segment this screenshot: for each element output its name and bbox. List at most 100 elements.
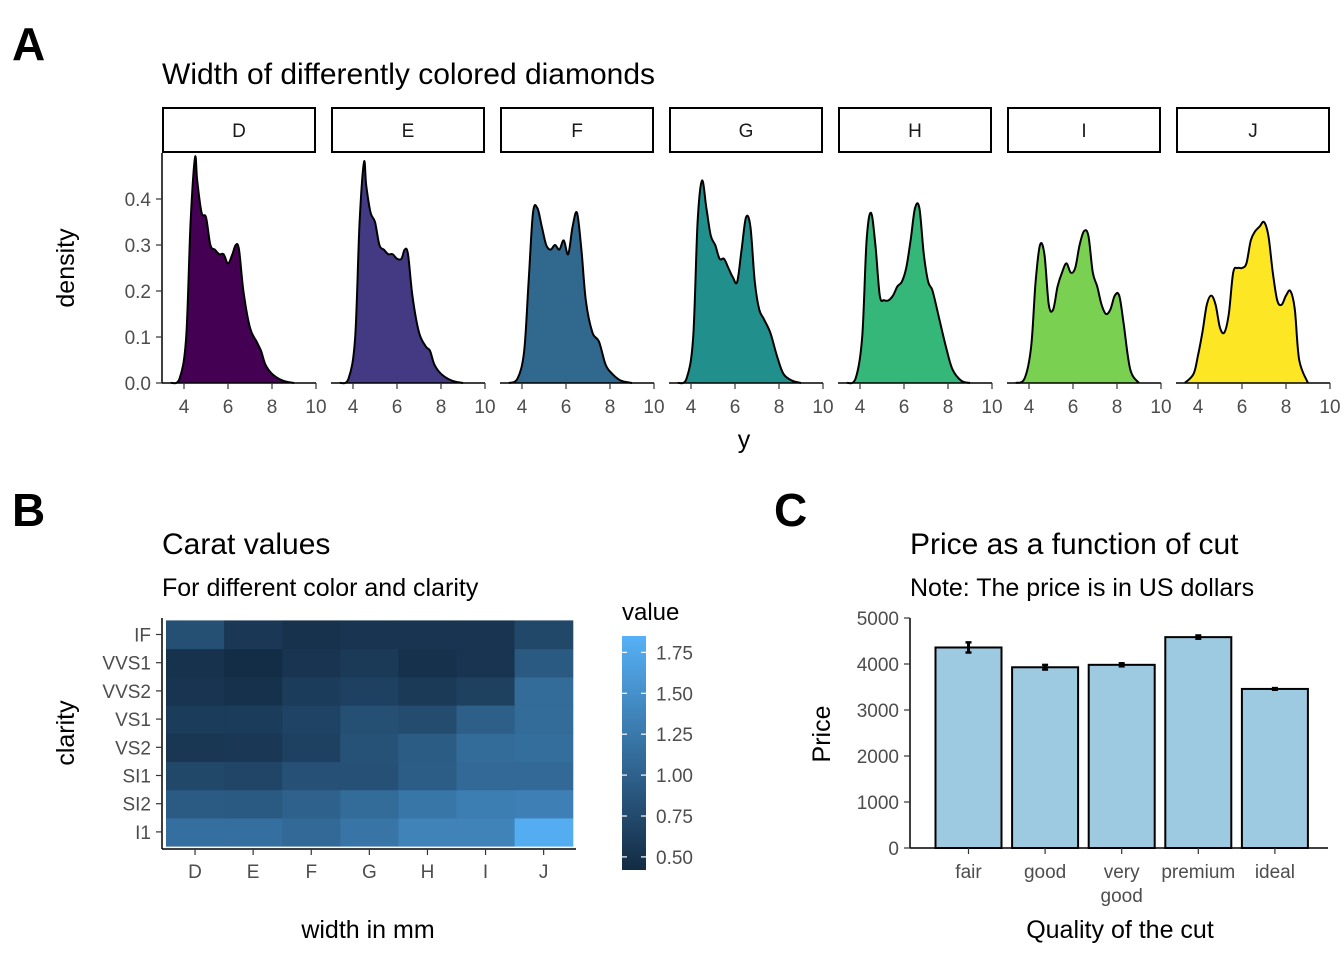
heatmap-cell [456, 817, 516, 847]
y-tick-label: 0.3 [125, 236, 151, 257]
x-tick-label: 10 [305, 397, 326, 418]
heatmap-cell [456, 761, 516, 791]
facet-strip [331, 107, 485, 153]
x-tick-label: premium [1161, 862, 1235, 883]
heatmap-cell [166, 761, 225, 791]
y-tick-label: 5000 [857, 609, 899, 630]
bars [934, 634, 1309, 850]
heatmap-cell [514, 761, 574, 791]
x-tick-label: 6 [223, 397, 234, 418]
chart-b-subtitle: For different color and clarity [162, 574, 479, 602]
y-tick-label: 0.4 [125, 190, 152, 211]
heatmap-cell [456, 733, 516, 762]
density-area [1015, 230, 1139, 383]
x-tick-label: 6 [392, 397, 403, 418]
heatmap-cell [282, 761, 341, 791]
heatmap-cell [514, 676, 574, 706]
chart-c-title: Price as a function of cut [910, 528, 1239, 561]
facet-strip [1176, 107, 1330, 153]
legend-tick-label: 0.75 [656, 807, 693, 828]
x-tick-label: 6 [1237, 397, 1248, 418]
y-tick-label: 1000 [857, 793, 899, 814]
x-tick-label: 4 [517, 397, 528, 418]
bar [934, 646, 1003, 850]
x-tick-label: very [1104, 862, 1140, 883]
heatmap-cell [398, 705, 458, 734]
y-tick-label: 0.1 [125, 328, 151, 349]
y-tick-label: 4000 [857, 655, 899, 676]
x-tick-label: G [362, 862, 377, 883]
x-tick-label: 10 [1319, 397, 1340, 418]
x-tick-label: 8 [774, 397, 785, 418]
facet-f: F 4 6 8 10 [500, 107, 665, 418]
heatmap-cell [514, 705, 574, 734]
heatmap-cell [514, 733, 574, 762]
y-tick-label: VVS2 [102, 682, 151, 703]
facet-i: I 4 6 8 10 [1007, 107, 1172, 418]
x-tick-label: 10 [1150, 397, 1171, 418]
x-tick-label: H [421, 862, 435, 883]
chart-a-ylabel: density [52, 228, 80, 308]
chart-a-facets: D 4 6 8 10 E 4 6 8 10 F 4 6 8 10 G 4 6 8 10 H 4 6 8 10 I 4 6 8 10 J 4 6 8… [162, 107, 1341, 418]
facet-label: D [232, 121, 246, 142]
density-area [508, 205, 632, 383]
heatmap-cell [398, 733, 458, 762]
heatmap-cell [166, 620, 225, 650]
density-line [846, 202, 971, 385]
y-tick-label: IF [134, 626, 151, 647]
heatmap-cell [224, 817, 283, 847]
heatmap-cell [282, 789, 341, 819]
facet-label: F [571, 121, 583, 142]
facet-d: D 4 6 8 10 [162, 107, 327, 418]
chart-c-xlabel: Quality of the cut [1026, 916, 1214, 944]
heatmap-cell [166, 648, 225, 678]
x-tick-label: 6 [561, 397, 572, 418]
heatmap-cell [514, 789, 574, 819]
x-tick-label: ideal [1255, 862, 1295, 883]
bar [1164, 636, 1233, 849]
chart-c-subtitle: Note: The price is in US dollars [910, 574, 1254, 602]
bar [1240, 687, 1309, 849]
heatmap-cell [282, 620, 341, 650]
legend-ticks: 0.50 0.75 1.00 1.25 1.50 1.75 [622, 643, 693, 869]
heatmap-cell [398, 620, 458, 650]
x-tick-label: 4 [1024, 397, 1035, 418]
heatmap-cell [224, 648, 283, 678]
heatmap-cell [340, 761, 399, 791]
heatmap-cell [224, 705, 283, 734]
x-tick-label: I [483, 862, 488, 883]
chart-c-ylabel: Price [808, 706, 836, 763]
heatmap-axes: I1 SI2 SI1 VS2 VS1 VVS2 VVS1 IF D E F G H I J [102, 618, 576, 883]
facet-strip [1007, 107, 1161, 153]
heatmap-cell [224, 676, 283, 706]
facet-h: H 4 6 8 10 [838, 107, 1003, 418]
heatmap-cell [398, 676, 458, 706]
density-area [846, 203, 970, 384]
heatmap-cell [456, 789, 516, 819]
facet-g: G 4 6 8 10 [669, 107, 834, 418]
x-tick-label: 6 [730, 397, 741, 418]
heatmap-cell [224, 789, 283, 819]
heatmap-cell [282, 676, 341, 706]
x-tick-label: 10 [474, 397, 495, 418]
heatmap-cell [398, 789, 458, 819]
heatmap-cell [166, 676, 225, 706]
density-area [1184, 221, 1308, 383]
legend-tick-label: 1.75 [656, 643, 693, 664]
x-tick-label: 8 [605, 397, 616, 418]
facet-strip [500, 107, 654, 153]
y-tick-label: VS2 [115, 738, 151, 759]
facet-strip [838, 107, 992, 153]
x-tick-label: 4 [1193, 397, 1204, 418]
legend-tick-label: 0.50 [656, 848, 693, 869]
legend-tick-label: 1.00 [656, 766, 693, 787]
x-tick-label: 8 [267, 397, 278, 418]
panel-tag-a: A [12, 18, 45, 70]
chart-b-ylabel: clarity [52, 700, 80, 766]
heatmap-cell [224, 620, 283, 650]
x-tick-label: good [1101, 886, 1143, 907]
x-tick-label: 4 [855, 397, 866, 418]
panel-tag-b: B [12, 484, 45, 536]
x-tick-label: 10 [643, 397, 664, 418]
